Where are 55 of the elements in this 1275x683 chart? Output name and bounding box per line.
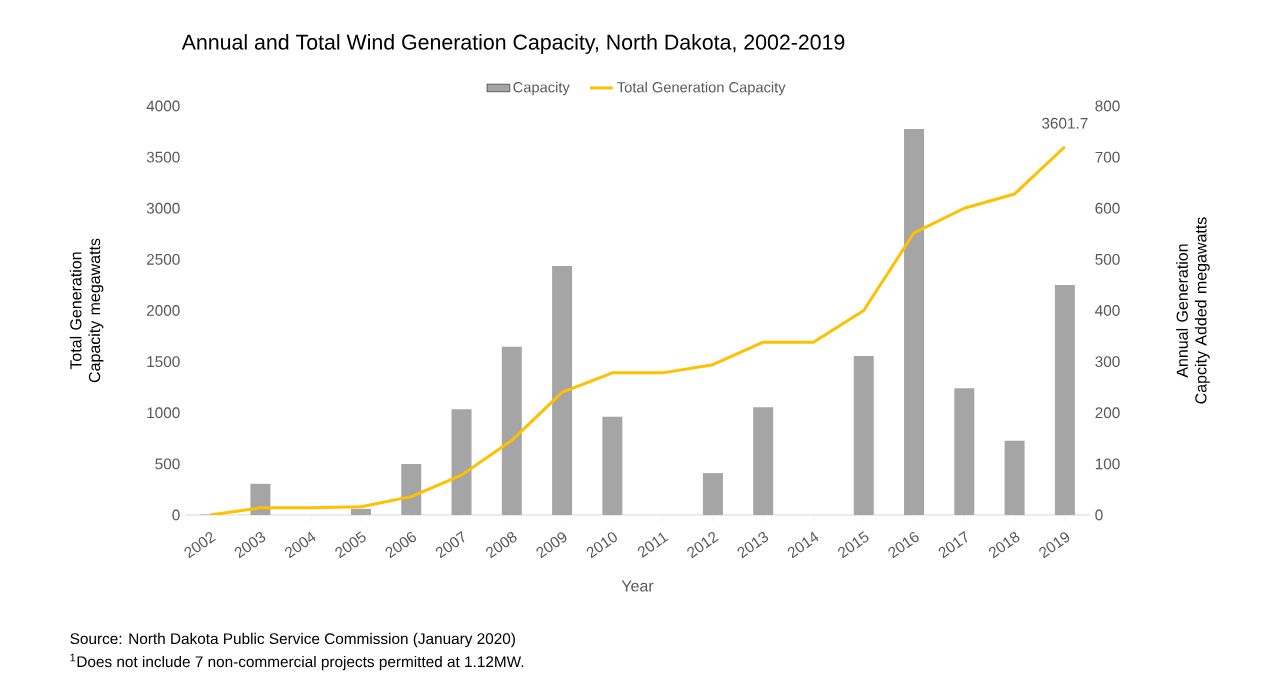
x-axis-title: Year <box>621 580 654 592</box>
data-label: 3601.7 <box>1042 117 1088 129</box>
bar <box>250 483 271 515</box>
bar <box>350 508 371 515</box>
bar <box>501 346 522 515</box>
y-tick-label: 1000 <box>147 407 180 419</box>
y2-tick-label: 700 <box>1095 151 1120 163</box>
y2-tick-label: 600 <box>1095 202 1120 214</box>
y2-tick-label: 200 <box>1095 407 1120 419</box>
bar <box>1054 284 1075 515</box>
x-tick-label: 2010 <box>586 532 617 559</box>
bar <box>451 409 472 515</box>
y2-tick-label: 500 <box>1095 253 1120 265</box>
bar <box>1004 440 1025 515</box>
bar <box>602 416 623 515</box>
bar <box>904 129 925 515</box>
chart-title: Annual and Total Wind Generation Capacity, North Dakota, 2002-2019 <box>181 34 845 54</box>
y-tick-label: 3000 <box>146 202 180 214</box>
x-tick-label: 2011 <box>637 532 669 558</box>
y2-tick-label: 400 <box>1095 305 1120 316</box>
y2-tick-label: 800 <box>1095 100 1120 112</box>
y-tick-label: 3500 <box>146 151 180 163</box>
text: $^{1}$Does not include 7 non-commercial projects permitted at 1.12MW. <box>70 653 524 671</box>
y2-tick-label: 100 <box>1095 458 1120 470</box>
y-tick-label: 500 <box>155 458 180 470</box>
bar <box>552 266 573 515</box>
legend-label: Capacity <box>513 81 570 96</box>
y2-tick-label: 300 <box>1095 356 1120 368</box>
x-tick-label: 2004 <box>285 531 316 559</box>
x-tick-label: 2008 <box>486 532 517 559</box>
x-tick-label: 2013 <box>737 532 769 559</box>
x-tick-label: 2012 <box>687 532 719 559</box>
x-tick-label: 2014 <box>787 531 819 559</box>
x-tick-label: 2018 <box>988 532 1020 559</box>
y2-axis-title: Annual Generation Capcity Added megawatts <box>1176 217 1210 404</box>
x-tick-label: 2002 <box>184 532 217 559</box>
source-note: Source: North Dakota Public Service Commission (January 2020) <box>70 632 515 648</box>
bar <box>853 356 874 515</box>
y-tick-label: 2500 <box>146 253 180 265</box>
bar <box>954 388 975 515</box>
y2-tick-label: 0 <box>1095 509 1103 521</box>
x-tick-label: 2019 <box>1039 532 1070 559</box>
y-tick-label: 2000 <box>146 305 180 316</box>
x-tick-label: 2016 <box>888 532 919 559</box>
x-tick-label: 2009 <box>536 532 567 559</box>
bar <box>702 473 723 515</box>
y-axis-title: Total Generation Capacity megawatts <box>69 238 104 383</box>
y-tick-label: 0 <box>172 509 180 521</box>
y-tick-label: 4000 <box>146 100 180 112</box>
x-tick-label: 2003 <box>234 532 266 559</box>
bar <box>753 407 774 515</box>
legend-label: Total Generation Capacity <box>617 81 786 96</box>
y-tick-label: 1500 <box>147 356 180 368</box>
x-tick-label: 2006 <box>385 532 417 559</box>
bar <box>401 463 422 515</box>
